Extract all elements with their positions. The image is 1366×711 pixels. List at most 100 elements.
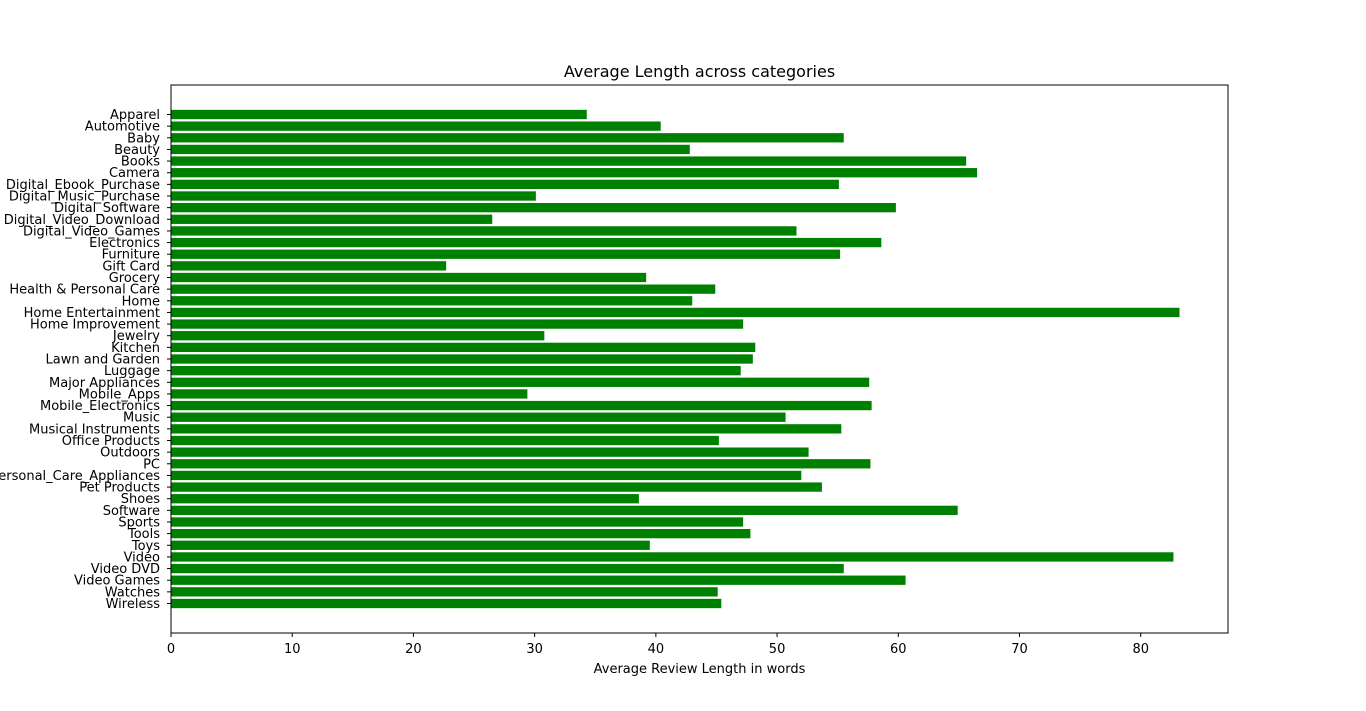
bar-mobile-apps [171, 389, 528, 399]
bar-camera [171, 168, 978, 178]
y-tick-label: PC [143, 457, 160, 472]
x-axis-title: Average Review Length in words [594, 662, 806, 677]
y-tick-label: Home [122, 294, 160, 309]
y-tick-label: Musical Instruments [29, 422, 160, 437]
y-axis: ApparelAutomotiveBabyBeautyBooksCameraDi… [0, 108, 171, 612]
x-axis: 0 10 20 30 40 50 60 70 80 [167, 633, 1149, 657]
y-tick-label: Toys [131, 539, 160, 554]
bar-watches [171, 587, 718, 597]
y-tick-label: Software [103, 504, 160, 519]
bar-video-games [171, 575, 906, 585]
y-tick-label: Digital_Software [54, 201, 160, 216]
bar-digital-music-purchase [171, 191, 536, 201]
y-tick-label: Major Appliances [49, 376, 160, 391]
bar-digital-software [171, 202, 896, 213]
bar-toys [171, 540, 650, 550]
y-tick-label: Video DVD [91, 562, 160, 577]
bar-music [171, 412, 786, 422]
y-tick-label: Pet Products [79, 481, 160, 496]
x-tick-label: 70 [1011, 642, 1028, 657]
y-tick-label: Jewelry [112, 329, 160, 344]
y-tick-label: Home Entertainment [24, 306, 160, 321]
bar-digital-ebook-purchase [171, 179, 839, 190]
bar-beauty [171, 144, 690, 155]
y-tick-label: Baby [127, 131, 160, 146]
y-tick-label: Outdoors [100, 446, 160, 461]
bars-group [171, 109, 1180, 609]
bar-personal-care-appliances [171, 470, 802, 481]
y-tick-label: Apparel [110, 108, 160, 123]
y-tick-label: Digital_Video_Download [4, 213, 160, 228]
x-tick-label: 80 [1132, 642, 1149, 657]
y-tick-label: Watches [105, 585, 160, 600]
bar-baby [171, 133, 844, 143]
bar-mobile-electronics [171, 400, 872, 411]
y-tick-label: Grocery [109, 271, 161, 286]
bar-digital-video-games [171, 226, 797, 236]
x-tick-label: 40 [648, 642, 665, 657]
y-tick-label: Books [121, 155, 160, 170]
y-tick-label: Luggage [104, 364, 160, 379]
y-tick-label: Health & Personal Care [9, 283, 160, 298]
bar-office-products [171, 435, 719, 446]
bar-digital-video-download [171, 214, 493, 224]
bar-home [171, 296, 693, 306]
y-tick-label: Gift Card [102, 259, 160, 274]
y-tick-label: Shoes [121, 492, 160, 507]
y-tick-label: Digital_Video_Games [23, 224, 160, 239]
y-tick-label: Digital_Music_Purchase [9, 190, 160, 205]
chart-title: Average Length across categories [564, 62, 835, 81]
y-tick-label: Electronics [89, 236, 160, 251]
y-tick-label: Music [123, 411, 160, 426]
y-tick-label: Home Improvement [30, 318, 160, 333]
bar-kitchen [171, 342, 756, 353]
bar-pc [171, 459, 871, 469]
bar-electronics [171, 237, 882, 248]
bar-video [171, 552, 1174, 562]
y-tick-label: Video Games [74, 574, 160, 589]
x-tick-label: 20 [405, 642, 422, 657]
bar-musical-instruments [171, 424, 842, 434]
bar-pet-products [171, 482, 822, 492]
bar-gift-card [171, 261, 447, 271]
x-tick-label: 10 [284, 642, 301, 657]
y-tick-label: Mobile_Apps [79, 387, 161, 402]
y-tick-label: Camera [109, 166, 160, 181]
bar-lawn-and-garden [171, 354, 753, 364]
y-tick-label: Automotive [85, 120, 160, 135]
bar-major-appliances [171, 377, 870, 387]
bar-home-improvement [171, 319, 744, 329]
bar-books [171, 156, 967, 166]
x-tick-label: 50 [769, 642, 786, 657]
bar-furniture [171, 249, 841, 259]
bar-tools [171, 528, 751, 539]
bar-software [171, 505, 958, 516]
y-tick-label: Digital_Ebook_Purchase [6, 178, 160, 193]
bar-grocery [171, 272, 647, 283]
bar-outdoors [171, 447, 809, 457]
bar-video-dvd [171, 563, 844, 574]
y-tick-label: Mobile_Electronics [40, 399, 160, 414]
y-tick-label: Wireless [106, 597, 161, 612]
bar-health-personal-care [171, 284, 716, 294]
bar-sports [171, 517, 744, 527]
x-tick-label: 30 [526, 642, 543, 657]
y-tick-label: Beauty [114, 143, 160, 158]
y-tick-label: Kitchen [111, 341, 160, 356]
y-tick-label: Sports [118, 516, 160, 531]
bar-jewelry [171, 331, 545, 341]
x-tick-label: 0 [167, 642, 175, 657]
x-tick-label: 60 [890, 642, 907, 657]
bar-home-entertainment [171, 307, 1180, 318]
bar-automotive [171, 121, 661, 131]
bar-shoes [171, 494, 639, 504]
y-tick-label: Lawn and Garden [46, 353, 160, 368]
y-tick-label: Tools [127, 527, 160, 542]
bar-apparel [171, 109, 587, 120]
bar-wireless [171, 598, 722, 609]
y-tick-label: Personal_Care_Appliances [0, 469, 160, 484]
bar-luggage [171, 365, 741, 376]
y-tick-label: Office Products [62, 434, 160, 449]
y-tick-label: Video [124, 550, 160, 565]
